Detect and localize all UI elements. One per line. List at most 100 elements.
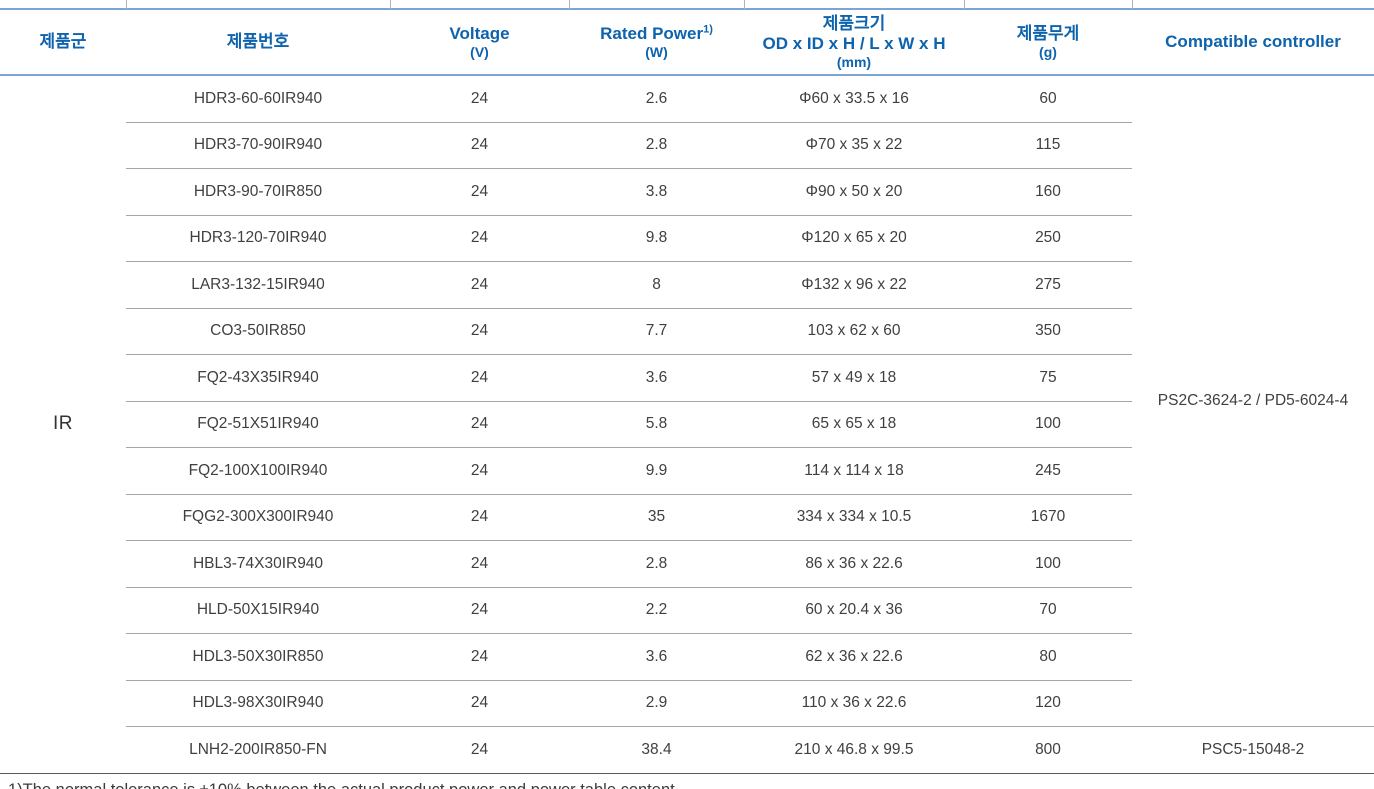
cell-voltage: 24: [390, 75, 569, 123]
header-label: 제품번호: [226, 31, 290, 51]
cell-model: FQG2-300X300IR940: [126, 494, 390, 541]
header-size: 제품크기 OD x ID x H / L x W x H (mm): [744, 8, 964, 76]
table-row: FQ2-51X51IR940 24 5.8 65 x 65 x 18 100: [0, 401, 1374, 448]
cell-model: HDL3-50X30IR850: [126, 633, 390, 681]
cell-model: HLD-50X15IR940: [126, 587, 390, 634]
cell-model: LAR3-132-15IR940: [126, 261, 390, 309]
header-unit: (g): [1039, 43, 1057, 60]
header-compatible-controller: Compatible controller: [1132, 8, 1374, 76]
cell-size: Φ132 x 96 x 22: [744, 261, 964, 309]
cell-power: 9.9: [569, 447, 744, 495]
cell-weight: 100: [964, 401, 1132, 448]
cell-power: 3.6: [569, 354, 744, 402]
cell-model: CO3-50IR850: [126, 308, 390, 355]
cell-size: 110 x 36 x 22.6: [744, 680, 964, 727]
cell-power: 2.6: [569, 75, 744, 123]
product-spec-table: 제품군 제품번호 Voltage (V) Rated Power1) (W) 제…: [0, 8, 1374, 774]
cell-voltage: 24: [390, 168, 569, 216]
cell-size: 86 x 36 x 22.6: [744, 540, 964, 588]
table-row: FQ2-43X35IR940 24 3.6 57 x 49 x 18 75: [0, 354, 1374, 402]
cell-voltage: 24: [390, 494, 569, 541]
controller-cell: PS2C-3624-2 / PD5-6024-4: [1132, 75, 1374, 727]
header-rated-power: Rated Power1) (W): [569, 8, 744, 76]
cell-size: Φ60 x 33.5 x 16: [744, 75, 964, 123]
table-row: HBL3-74X30IR940 24 2.8 86 x 36 x 22.6 10…: [0, 540, 1374, 588]
cell-voltage: 24: [390, 401, 569, 448]
cell-power: 3.6: [569, 633, 744, 681]
table-row: IR HDR3-60-60IR940 24 2.6 Φ60 x 33.5 x 1…: [0, 75, 1374, 727]
cell-voltage: 24: [390, 633, 569, 681]
header-unit: (W): [645, 43, 668, 60]
header-label: 제품무게: [1016, 23, 1080, 43]
column-tick: [390, 0, 391, 9]
cell-weight: 120: [964, 680, 1132, 727]
cell-power: 2.8: [569, 122, 744, 169]
table-row: HDL3-98X30IR940 24 2.9 110 x 36 x 22.6 1…: [0, 680, 1374, 727]
table-row: HLD-50X15IR940 24 2.2 60 x 20.4 x 36 70: [0, 587, 1374, 634]
header-label: 제품크기: [822, 13, 886, 33]
table-row: HDR3-70-90IR940 24 2.8 Φ70 x 35 x 22 115: [0, 122, 1374, 169]
header-label-text: Rated Power: [600, 23, 704, 43]
header-label: Voltage: [449, 23, 510, 43]
cell-model: HDL3-98X30IR940: [126, 680, 390, 727]
cell-weight: 100: [964, 540, 1132, 588]
header-product-group: 제품군: [0, 8, 126, 76]
cell-weight: 245: [964, 447, 1132, 495]
footnote-marker: 1): [703, 23, 713, 36]
controller-cell: PSC5-15048-2: [1201, 740, 1305, 758]
cell-voltage: 24: [390, 680, 569, 727]
cell-voltage: 24: [390, 540, 569, 588]
cell-size: 334 x 334 x 10.5: [744, 494, 964, 541]
cell-weight: 160: [964, 168, 1132, 216]
cell-weight: 1670: [964, 494, 1132, 541]
column-tick: [1132, 0, 1133, 9]
cell-weight: 80: [964, 633, 1132, 681]
cell-size: Φ120 x 65 x 20: [744, 215, 964, 262]
header-unit: (V): [470, 43, 489, 60]
column-tick: [569, 0, 570, 9]
cell-weight: 275: [964, 261, 1132, 309]
header-sublabel: OD x ID x H / L x W x H: [762, 33, 946, 53]
column-tick: [126, 0, 127, 9]
table-row: HDL3-50X30IR850 24 3.6 62 x 36 x 22.6 80: [0, 633, 1374, 681]
header-unit: (mm): [836, 53, 872, 70]
cell-model: HDR3-90-70IR850: [126, 168, 390, 216]
cell-power: 2.8: [569, 540, 744, 588]
cell-voltage: 24: [390, 447, 569, 495]
cell-size: Φ70 x 35 x 22: [744, 122, 964, 169]
table-row: HDR3-120-70IR940 24 9.8 Φ120 x 65 x 20 2…: [0, 215, 1374, 262]
header-row: 제품군 제품번호 Voltage (V) Rated Power1) (W) 제…: [0, 8, 1374, 76]
cell-size: 57 x 49 x 18: [744, 354, 964, 402]
header-label: 제품군: [39, 31, 87, 51]
cell-weight: 115: [964, 122, 1132, 169]
cell-power: 8: [569, 261, 744, 309]
cell-weight: 350: [964, 308, 1132, 355]
cell-power: 3.8: [569, 168, 744, 216]
table-row: LAR3-132-15IR940 24 8 Φ132 x 96 x 22 275: [0, 261, 1374, 309]
cell-power: 35: [569, 494, 744, 541]
cell-model: HBL3-74X30IR940: [126, 540, 390, 588]
cell-weight: 800: [1035, 740, 1061, 758]
column-tick: [964, 0, 965, 9]
header-label: Compatible controller: [1165, 31, 1341, 51]
cell-power: 38.4: [641, 740, 672, 758]
cell-voltage: 24: [390, 587, 569, 634]
cell-model: HDR3-70-90IR940: [126, 122, 390, 169]
header-weight: 제품무게 (g): [964, 8, 1132, 76]
cell-voltage: 24: [390, 215, 569, 262]
cell-power: 5.8: [569, 401, 744, 448]
cell-power: 2.9: [569, 680, 744, 727]
header-product-number: 제품번호: [126, 8, 390, 76]
cell-size: 114 x 114 x 18: [744, 447, 964, 495]
table-row: LNH2-200IR850-FN 24 38.4 210 x 46.8 x 99…: [0, 727, 1374, 774]
cell-size: 210 x 46.8 x 99.5: [794, 740, 914, 758]
cell-model: HDR3-60-60IR940: [126, 75, 390, 123]
product-group-cell: IR: [53, 413, 73, 435]
cell-voltage: 24: [390, 122, 569, 169]
cell-power: 9.8: [569, 215, 744, 262]
cell-size: 62 x 36 x 22.6: [744, 633, 964, 681]
cell-voltage: 24: [390, 261, 569, 309]
cell-voltage: 24: [390, 354, 569, 402]
footnote: 1)The normal tolerance is ±10% between t…: [0, 781, 1374, 789]
